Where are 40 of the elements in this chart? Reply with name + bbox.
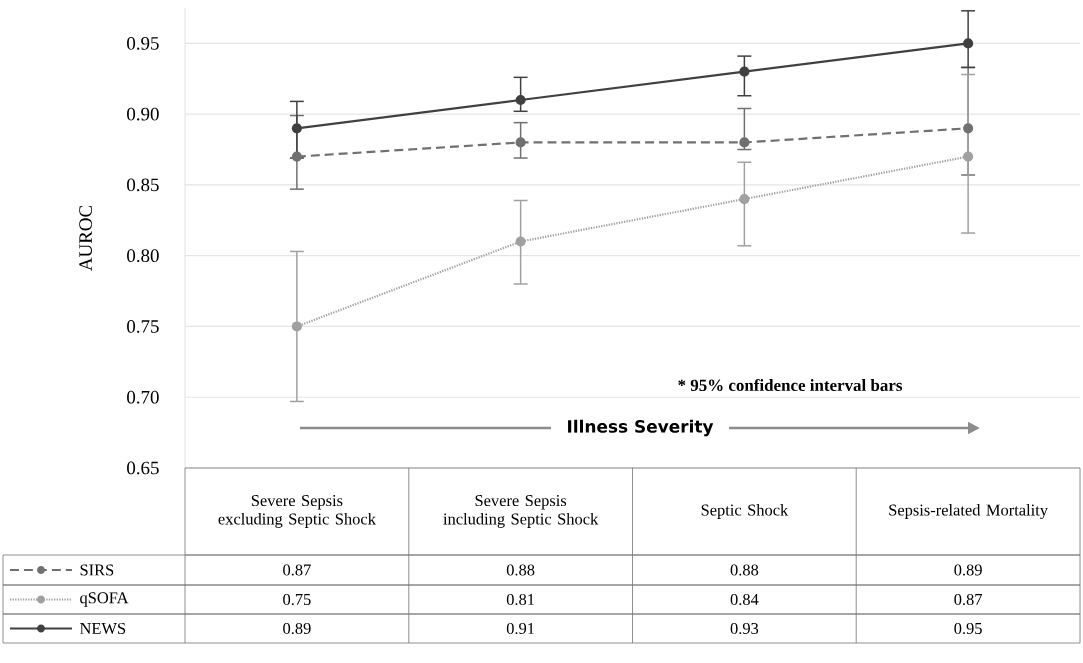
data-label: 0.75 xyxy=(283,593,311,606)
y-tick-label: 0.70 xyxy=(127,390,159,404)
data-label: 0.88 xyxy=(730,564,759,576)
point xyxy=(515,236,526,247)
y-axis-title: AUROC xyxy=(79,205,92,271)
data-label: 0.89 xyxy=(954,564,982,576)
point xyxy=(963,38,974,49)
y-tick-label: 0.90 xyxy=(127,107,159,121)
data-label: 0.87 xyxy=(954,593,983,606)
point xyxy=(291,321,302,332)
data-label: 0.88 xyxy=(506,564,535,576)
data-label: 0.91 xyxy=(506,622,535,635)
y-tick-label: 0.85 xyxy=(127,178,159,192)
point xyxy=(963,123,974,134)
point xyxy=(963,151,974,162)
point xyxy=(515,94,526,106)
y-tick-label: 0.80 xyxy=(127,249,159,263)
y-tick-label: 0.75 xyxy=(127,320,159,333)
x-tick-label: Septic Shock xyxy=(701,504,789,519)
y-tick-label: 0.65 xyxy=(127,461,159,475)
legend-label: NEWS xyxy=(79,622,126,635)
point xyxy=(291,151,302,162)
data-label: 0.93 xyxy=(730,622,759,635)
y-tick-label: 0.95 xyxy=(127,36,159,50)
x-tick-label: Severe Sepsis excluding Septic Shock xyxy=(218,495,376,528)
annotation: Illness Severity xyxy=(568,419,714,437)
data-label: 0.89 xyxy=(283,622,311,635)
legend-label: qSOFA xyxy=(80,592,129,607)
x-tick-label: Severe Sepsis including Septic Shock xyxy=(443,495,599,528)
point xyxy=(739,193,750,205)
data-label: 0.87 xyxy=(283,564,311,576)
x-tick-label: Sepsis-related Mortality xyxy=(889,504,1048,519)
data-label: 0.84 xyxy=(730,593,759,606)
data-label: 0.95 xyxy=(954,622,982,635)
annotation: * 95% confidence interval bars xyxy=(678,378,903,392)
point xyxy=(515,137,526,148)
point xyxy=(739,66,750,77)
data-label: 0.81 xyxy=(506,593,535,606)
legend-label: SIRS xyxy=(80,564,114,576)
point xyxy=(291,123,302,134)
